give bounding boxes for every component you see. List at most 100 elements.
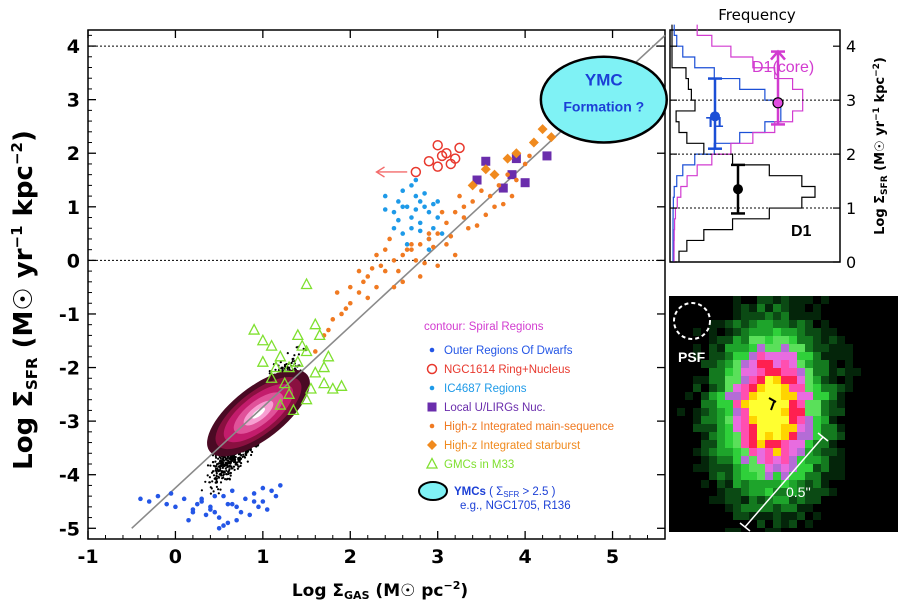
spiral-dot	[204, 480, 207, 483]
data-point	[481, 156, 491, 166]
hist-ylabel-mid: kpc	[873, 77, 888, 107]
data-point	[435, 199, 440, 204]
image-pixel	[709, 328, 717, 336]
image-pixel	[733, 304, 741, 312]
data-point	[256, 504, 261, 510]
image-pixel	[741, 312, 749, 320]
data-point	[365, 295, 371, 301]
image-pixel	[693, 352, 701, 360]
image-pixel	[757, 400, 765, 408]
image-pixel	[717, 344, 725, 352]
image-pixel	[821, 352, 829, 360]
image-pixel	[749, 368, 757, 376]
image-pixel	[773, 512, 781, 520]
image-pixel	[757, 384, 765, 392]
image-pixel	[733, 448, 741, 456]
data-point	[221, 493, 226, 499]
data-point	[282, 360, 296, 373]
y-tick-label: 2	[67, 143, 80, 165]
image-pixel	[805, 352, 813, 360]
image-pixel	[789, 400, 797, 408]
legend-ymc-label: YMCs ( ΣSFR > 2.5 )	[454, 486, 556, 499]
image-pixel	[741, 424, 749, 432]
data-point	[382, 193, 388, 199]
image-pixel	[789, 312, 797, 320]
image-pixel	[733, 512, 741, 520]
spiral-dot	[291, 360, 294, 363]
image-pixel	[837, 464, 845, 472]
image-pixel	[701, 464, 709, 472]
image-pixel	[757, 368, 765, 376]
spiral-dot	[217, 462, 220, 465]
ylabel-sup2: −2	[8, 142, 26, 165]
image-pixel	[813, 384, 821, 392]
image-pixel	[717, 320, 725, 328]
data-point	[409, 247, 414, 252]
image-pixel	[765, 432, 773, 440]
legend-marker	[427, 402, 437, 412]
xlabel-end: )	[460, 581, 468, 601]
spiral-dot	[245, 453, 248, 457]
ylabel-pre: Log Σ	[9, 390, 39, 470]
image-pixel	[773, 408, 781, 416]
image-pixel	[781, 368, 789, 376]
data-point	[335, 379, 348, 391]
image-pixel	[741, 456, 749, 464]
spiral-dot	[231, 467, 234, 470]
image-pixel	[789, 520, 797, 528]
image-pixel	[749, 320, 757, 328]
image-pixel	[717, 488, 725, 496]
image-pixel	[821, 400, 829, 408]
legend: contour: Spiral Regions Outer Regions Of…	[418, 321, 614, 512]
image-pixel	[733, 504, 741, 512]
image-pixel	[781, 392, 789, 400]
spiral-dot	[212, 474, 216, 477]
image-pixel	[733, 312, 741, 320]
image-pixel	[773, 496, 781, 504]
data-point	[264, 507, 270, 512]
image-pixel	[813, 416, 821, 424]
data-point	[186, 517, 191, 523]
data-point	[396, 268, 401, 274]
data-point	[238, 509, 244, 515]
image-pixel	[701, 448, 709, 456]
data-point	[256, 355, 269, 367]
data-point	[365, 274, 371, 279]
image-pixel	[725, 448, 733, 456]
image-pixel	[789, 360, 797, 368]
spiral-dot	[219, 456, 222, 460]
spiral-dot	[206, 464, 210, 467]
data-point	[317, 376, 331, 389]
spiral-dot	[229, 474, 232, 477]
xlabel-sub: GAS	[344, 589, 370, 602]
data-point	[296, 339, 309, 351]
data-point	[274, 398, 287, 410]
image-pixel	[821, 368, 829, 376]
histogram-hlines	[670, 99, 840, 209]
histogram-frame	[669, 29, 841, 263]
data-point	[247, 512, 253, 518]
hist-ylabel-sub: SFR	[880, 175, 890, 195]
image-pixel	[813, 488, 821, 496]
data-point	[251, 491, 257, 496]
data-point	[396, 217, 401, 223]
data-point	[404, 247, 410, 252]
data-point	[313, 328, 326, 341]
image-pixel	[789, 384, 797, 392]
spiral-dot	[220, 462, 223, 465]
image-pixel	[837, 432, 845, 440]
spiral-dot	[245, 451, 248, 454]
data-point	[256, 333, 269, 346]
legend-label: Outer Regions Of Dwarfs	[444, 345, 573, 357]
spiral-dot	[224, 463, 227, 467]
data-point	[441, 147, 452, 159]
image-pixel	[837, 392, 845, 400]
image-pixel	[773, 448, 781, 456]
hist-y-tick-label: 3	[846, 91, 856, 110]
image-pixel	[725, 424, 733, 432]
image-pixel	[733, 392, 741, 400]
data-point	[248, 323, 261, 335]
data-point	[387, 236, 392, 242]
errorbar-point	[733, 184, 743, 195]
image-pixel	[853, 368, 861, 376]
